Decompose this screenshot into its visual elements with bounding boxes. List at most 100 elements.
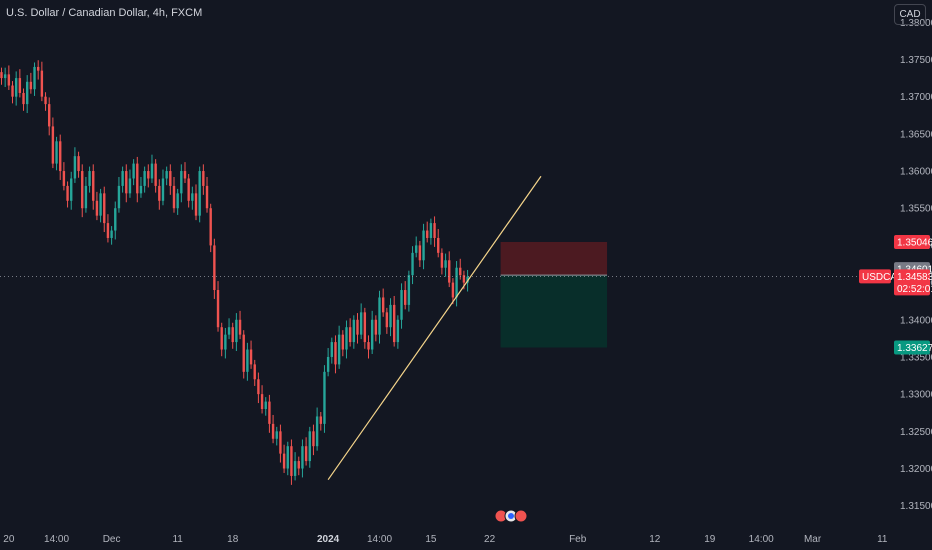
candle bbox=[279, 424, 282, 463]
time-tick-label: Mar bbox=[804, 534, 822, 545]
candle-body bbox=[312, 431, 315, 447]
candle-body bbox=[14, 78, 18, 97]
trendline[interactable] bbox=[327, 175, 542, 481]
candle-body bbox=[128, 178, 132, 194]
candle bbox=[246, 342, 249, 381]
candle-body bbox=[253, 364, 256, 380]
candle bbox=[95, 191, 99, 221]
candle bbox=[282, 444, 286, 473]
candle-body bbox=[422, 230, 425, 261]
candle bbox=[121, 166, 124, 193]
candle-body bbox=[231, 327, 234, 343]
candle bbox=[334, 335, 337, 374]
price-tick-label: 1.36500 bbox=[900, 129, 932, 140]
candle bbox=[271, 414, 275, 444]
candle bbox=[426, 221, 429, 243]
candles-group bbox=[0, 60, 469, 485]
candle-body bbox=[147, 171, 150, 179]
candle-body bbox=[37, 66, 40, 71]
candle-body bbox=[202, 171, 205, 186]
candle-body bbox=[205, 185, 209, 209]
candle-body bbox=[121, 171, 124, 186]
candle bbox=[125, 164, 128, 203]
time-axis[interactable]: 20 14:00 Dec 11 18 2024 14:00 15 22 Feb 12 19 14:00 M… bbox=[3, 534, 888, 545]
target-price-label[interactable]: 1.33627 bbox=[894, 340, 932, 355]
candle bbox=[154, 159, 157, 193]
candle bbox=[378, 290, 381, 344]
candle-body bbox=[7, 74, 11, 86]
candle-body bbox=[323, 371, 326, 424]
take-profit-zone[interactable] bbox=[500, 275, 608, 348]
candle bbox=[14, 71, 18, 106]
candle bbox=[99, 188, 102, 223]
candle-body bbox=[187, 178, 190, 201]
candle bbox=[444, 253, 447, 277]
time-tick-label: 20 bbox=[3, 534, 15, 545]
candle-body bbox=[363, 312, 367, 343]
price-tick-label: 1.31500 bbox=[900, 501, 932, 512]
candle-body bbox=[315, 416, 319, 447]
candle bbox=[139, 176, 143, 198]
candle-body bbox=[374, 319, 378, 335]
candle-body bbox=[224, 334, 227, 350]
candle bbox=[7, 65, 11, 90]
candle bbox=[33, 62, 36, 96]
candle-body bbox=[44, 96, 47, 105]
candle bbox=[150, 154, 154, 183]
time-tick-label: 2024 bbox=[317, 534, 340, 545]
candle bbox=[290, 439, 293, 485]
currency-button[interactable]: CAD bbox=[894, 4, 926, 25]
candle-body bbox=[282, 453, 286, 469]
price-tick-label: 1.38000 bbox=[900, 18, 932, 29]
price-tick-label: 1.33500 bbox=[900, 352, 932, 363]
candle-body bbox=[304, 446, 308, 462]
candle-body bbox=[389, 304, 392, 328]
candle-body bbox=[33, 66, 36, 90]
candle bbox=[11, 81, 14, 104]
candle bbox=[44, 92, 47, 111]
candle-body bbox=[150, 163, 154, 179]
candle-body bbox=[73, 156, 77, 179]
candle bbox=[257, 372, 260, 404]
stop-loss-zone[interactable] bbox=[500, 241, 608, 276]
candle-body bbox=[99, 193, 102, 216]
candle-body bbox=[3, 74, 7, 79]
candle bbox=[227, 318, 231, 340]
candle-body bbox=[326, 356, 330, 372]
candle-body bbox=[451, 282, 455, 298]
candle bbox=[18, 69, 22, 98]
candle bbox=[62, 162, 66, 191]
candle-body bbox=[356, 319, 359, 335]
candle-body bbox=[385, 312, 389, 328]
event-icon[interactable] bbox=[508, 513, 514, 519]
candle-body bbox=[264, 401, 267, 410]
candle-body bbox=[84, 185, 88, 209]
candle bbox=[411, 246, 414, 285]
event-icon[interactable] bbox=[514, 509, 528, 523]
stop-price-label[interactable]: 1.35046 bbox=[894, 234, 932, 249]
candle-body bbox=[257, 379, 260, 395]
candle bbox=[238, 310, 242, 340]
candle bbox=[224, 327, 227, 359]
candle-body bbox=[404, 290, 407, 305]
symbol-label: USDCAD bbox=[862, 272, 904, 283]
candle bbox=[81, 164, 84, 218]
candle-body bbox=[279, 431, 282, 454]
candle bbox=[367, 335, 370, 359]
economic-events[interactable] bbox=[494, 509, 528, 523]
candle-body bbox=[40, 70, 44, 97]
candle bbox=[213, 238, 216, 299]
candle bbox=[194, 184, 198, 221]
candle bbox=[404, 281, 407, 310]
candle bbox=[286, 441, 289, 476]
candle-body bbox=[70, 178, 73, 201]
candle-body bbox=[216, 290, 220, 328]
candle bbox=[348, 318, 352, 347]
candle bbox=[407, 270, 411, 312]
price-tick-label: 1.33000 bbox=[900, 390, 932, 401]
candle bbox=[312, 424, 315, 456]
candle-body bbox=[191, 193, 194, 201]
candle-body bbox=[268, 401, 271, 424]
